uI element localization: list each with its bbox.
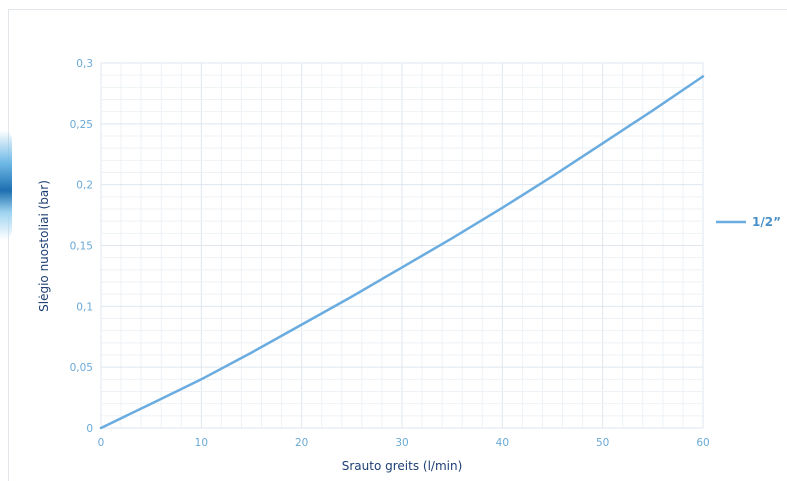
x-tick-label: 10 xyxy=(195,437,208,449)
x-tick-label: 0 xyxy=(98,437,105,449)
y-tick-label: 0,3 xyxy=(76,58,93,70)
chart-grid xyxy=(100,62,704,429)
x-tick-label: 30 xyxy=(395,437,408,449)
y-tick-label: 0 xyxy=(86,423,93,435)
x-axis-ticks: 0 10 20 30 40 50 60 xyxy=(98,437,710,449)
frame-left-border xyxy=(8,9,9,481)
decorative-water-swoosh xyxy=(0,130,12,240)
y-tick-label: 0,05 xyxy=(70,362,93,374)
y-axis-ticks: 0 0,05 0,1 0,15 0,2 0,25 0,3 xyxy=(70,58,93,435)
x-tick-label: 50 xyxy=(596,437,609,449)
y-tick-label: 0,15 xyxy=(70,241,93,253)
series-line-1-2 xyxy=(99,75,705,430)
x-axis-title: Srauto greits (l/min) xyxy=(342,459,463,473)
y-tick-label: 0,1 xyxy=(76,301,93,313)
y-axis-title: Slėgio nuostoliai (bar) xyxy=(37,180,51,312)
x-tick-label: 60 xyxy=(696,437,709,449)
x-tick-label: 20 xyxy=(295,437,308,449)
x-tick-label: 40 xyxy=(496,437,509,449)
frame-top-border xyxy=(8,9,787,10)
legend-label-1-2: 1/2” xyxy=(752,215,781,229)
y-tick-label: 0,25 xyxy=(70,119,93,131)
y-tick-label: 0,2 xyxy=(76,180,93,192)
chart-legend: 1/2” xyxy=(716,215,781,229)
chart-series xyxy=(99,75,705,430)
